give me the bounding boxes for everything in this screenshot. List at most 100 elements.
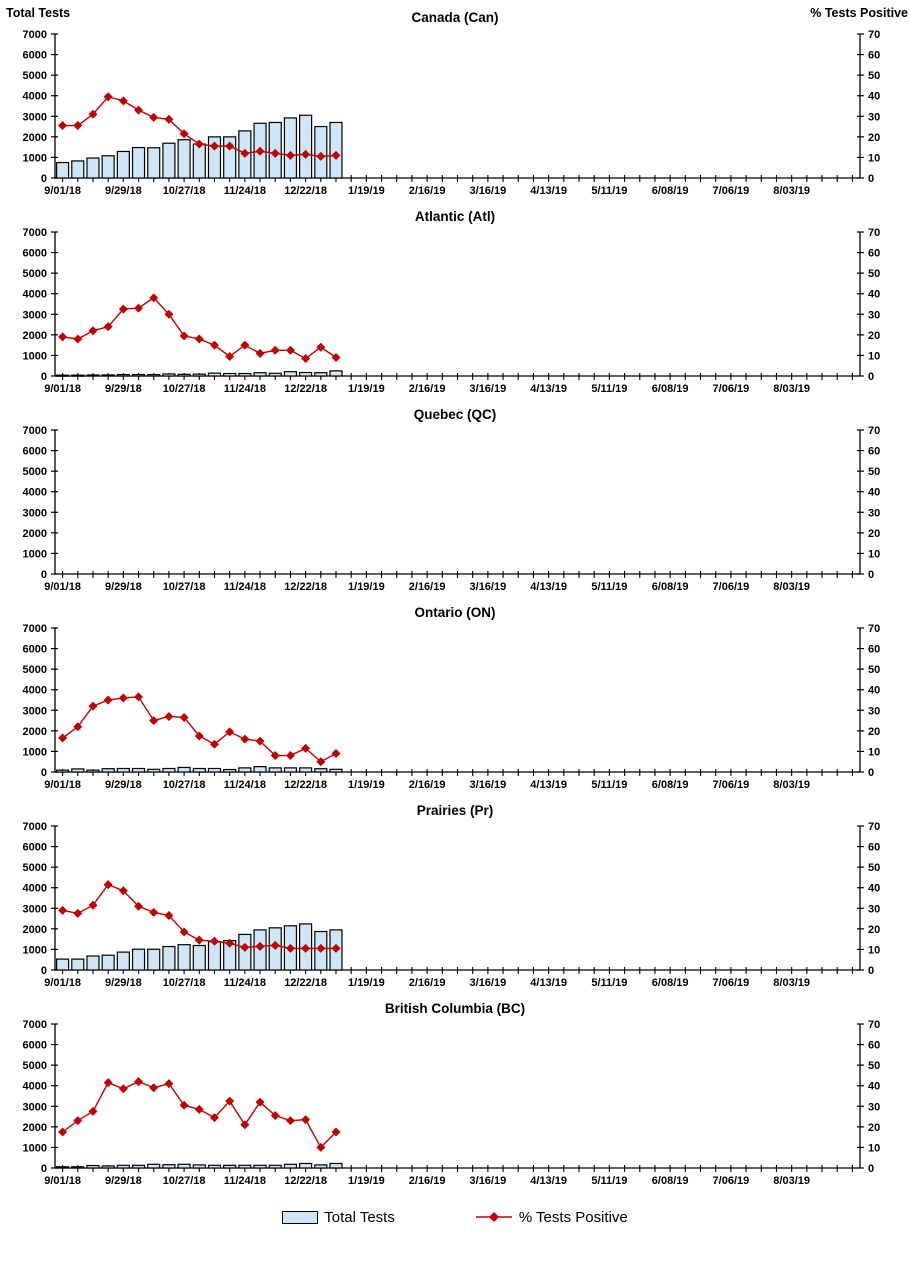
point-pct-positive — [134, 1077, 144, 1087]
point-pct-positive — [225, 351, 235, 361]
bar-total-tests — [86, 374, 100, 377]
point-pct-positive — [134, 901, 144, 911]
bar-total-tests — [101, 1165, 115, 1169]
left-axis-tick-label: 2000 — [23, 726, 47, 738]
bar-total-tests — [223, 1164, 237, 1169]
chart-canvas-canada: 0 1000 2000 3000 4000 5000 6000 7000 0 10 20 30 40 50… — [23, 29, 881, 197]
bar-total-tests — [329, 1162, 343, 1169]
point-pct-positive — [270, 751, 280, 761]
left-axis-tick-label: 0 — [41, 1163, 47, 1175]
x-axis-tick-label: 2/16/19 — [409, 383, 446, 395]
point-pct-positive — [240, 340, 250, 350]
point-pct-positive — [88, 109, 98, 119]
chart-header: British Columbia (BC) — [0, 998, 910, 1018]
bar-total-tests — [299, 114, 313, 179]
left-axis-tick-label: 2000 — [23, 924, 47, 936]
bar-total-tests — [162, 767, 176, 773]
chart-prairies: Prairies (Pr) 0 1000 2000 3000 4000 5000 6000 7… — [0, 800, 910, 998]
bar-total-tests — [177, 1163, 191, 1169]
left-axis-tick-label: 4000 — [23, 487, 47, 499]
point-pct-positive — [118, 1084, 128, 1094]
bar-total-tests — [238, 372, 252, 377]
bar-total-tests — [71, 160, 85, 179]
left-axis-tick-label: 3000 — [23, 1101, 47, 1113]
bar-total-tests — [192, 767, 206, 773]
bar-total-tests — [116, 951, 130, 971]
right-axis-tick-label: 10 — [868, 746, 880, 758]
chart-canvas-quebec: 0 1000 2000 3000 4000 5000 6000 7000 0 10 20 30 40 50… — [23, 425, 881, 593]
bar-total-tests — [177, 139, 191, 179]
point-pct-positive — [194, 334, 204, 344]
right-axis-tick-label: 50 — [868, 1060, 880, 1072]
bar-total-tests — [283, 767, 298, 773]
x-axis-tick-label: 9/29/18 — [105, 977, 142, 989]
bar-total-tests — [55, 1166, 70, 1169]
line-pct-positive — [62, 1080, 337, 1149]
point-pct-positive — [209, 141, 219, 151]
bar-total-tests — [116, 373, 130, 377]
bar-total-tests — [268, 767, 282, 773]
point-pct-positive — [285, 1116, 295, 1126]
point-pct-positive — [58, 121, 68, 131]
bar-total-tests — [147, 373, 161, 377]
right-axis-tick-label: 0 — [868, 767, 874, 779]
bar-total-tests — [268, 372, 282, 377]
x-axis-tick-label: 2/16/19 — [409, 581, 446, 593]
right-axis-tick-label: 20 — [868, 924, 880, 936]
x-axis-tick-label: 2/16/19 — [409, 779, 446, 791]
right-axis-tick-label: 30 — [868, 309, 880, 321]
point-pct-positive — [255, 736, 265, 746]
bar-total-tests — [147, 768, 161, 773]
point-pct-positive — [103, 1078, 113, 1088]
bar-total-tests — [162, 1164, 176, 1169]
x-axis-tick-label: 7/06/19 — [713, 383, 750, 395]
x-axis-tick-label: 7/06/19 — [713, 581, 750, 593]
x-axis-tick-label: 9/29/18 — [105, 581, 142, 593]
left-axis-tick-label: 0 — [41, 965, 47, 977]
point-pct-positive — [103, 695, 113, 705]
point-pct-positive — [179, 712, 189, 722]
bar-total-tests — [192, 143, 206, 179]
chart-canvas-ontario: 0 1000 2000 3000 4000 5000 6000 7000 0 10 20 30 40 50… — [23, 623, 881, 791]
left-axis-tick-label: 1000 — [23, 746, 47, 758]
right-axis-tick-label: 50 — [868, 664, 880, 676]
point-pct-positive — [225, 141, 235, 151]
point-pct-positive — [118, 693, 128, 703]
left-axis-tick-label: 2000 — [23, 132, 47, 144]
chart-canada: Total Tests Canada (Can) % Tests Positiv… — [0, 0, 910, 206]
chart-title-canada: Canada (Can) — [411, 10, 499, 25]
bar-total-tests — [131, 373, 146, 377]
point-pct-positive — [118, 886, 128, 896]
left-axis-tick-label: 5000 — [23, 664, 47, 676]
point-pct-positive — [194, 1104, 204, 1114]
point-pct-positive — [179, 331, 189, 341]
left-axis-title: Total Tests — [6, 6, 71, 20]
point-pct-positive — [118, 96, 128, 106]
x-axis-tick-label: 5/11/19 — [591, 185, 627, 197]
point-pct-positive — [331, 943, 341, 953]
x-axis-tick-label: 1/19/19 — [348, 779, 385, 791]
x-axis-tick-label: 9/01/18 — [44, 185, 81, 197]
right-axis-tick-label: 70 — [868, 1019, 880, 1031]
legend-item-pct-positive: % Tests Positive — [475, 1209, 628, 1226]
point-pct-positive — [331, 748, 341, 758]
right-axis-tick-label: 60 — [868, 842, 880, 854]
bar-total-tests — [162, 373, 176, 377]
point-pct-positive — [149, 293, 159, 303]
right-axis-tick-label: 20 — [868, 1122, 880, 1134]
right-axis-tick-label: 10 — [868, 152, 880, 164]
bar-total-tests — [299, 1162, 313, 1169]
x-axis-tick-label: 2/16/19 — [409, 1175, 446, 1187]
point-pct-positive — [301, 943, 311, 953]
left-axis-tick-label: 6000 — [23, 1040, 47, 1052]
left-axis-tick-label: 3000 — [23, 309, 47, 321]
left-axis-tick-label: 7000 — [23, 821, 47, 833]
x-axis-tick-label: 5/11/19 — [591, 383, 627, 395]
bar-total-tests — [207, 941, 222, 971]
x-axis-tick-label: 9/01/18 — [44, 383, 81, 395]
x-axis-tick-label: 9/29/18 — [105, 1175, 142, 1187]
line-pct-positive — [62, 696, 337, 763]
x-axis-tick-label: 4/13/19 — [530, 779, 567, 791]
bar-total-tests — [314, 1164, 328, 1169]
point-pct-positive — [73, 722, 83, 732]
